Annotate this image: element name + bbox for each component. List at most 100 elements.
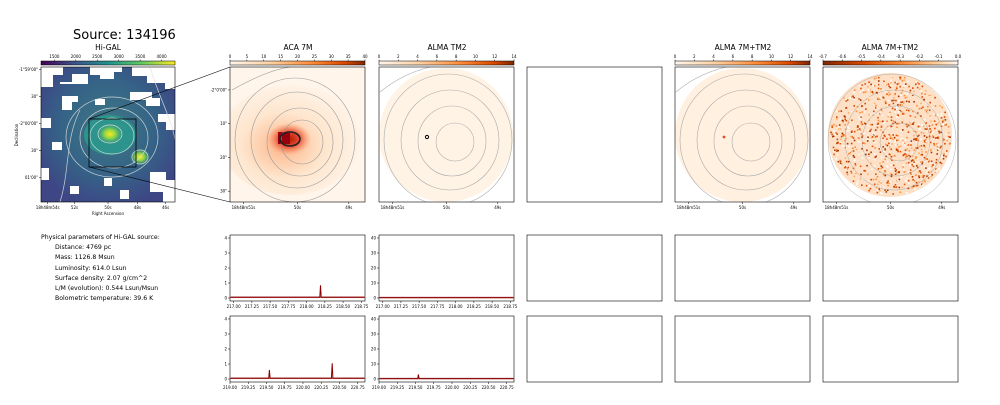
residual-pixel [946, 123, 949, 126]
residual-pixel [926, 136, 928, 139]
aca7m-image [230, 67, 365, 202]
spectrum-y-tick-label: 3 [224, 251, 227, 256]
residual-pixel [934, 105, 937, 107]
residual-pixel [857, 125, 859, 127]
residual-pixel [847, 126, 849, 128]
residual-pixel [918, 123, 920, 126]
residual-pixel [912, 155, 914, 158]
colorbar-tick-label: 0 [674, 54, 677, 59]
residual-pixel [929, 131, 932, 133]
residual-pixel [859, 129, 862, 131]
residual-pixel [889, 153, 892, 156]
residual-pixel [914, 185, 916, 187]
residual-pixel [919, 162, 921, 165]
panel-title-higal: Hi-GAL [95, 43, 121, 52]
residual-pixel [868, 189, 870, 192]
residual-pixel [931, 174, 933, 176]
param-distance: Distance: 4769 pc [55, 244, 112, 252]
residual-pixel [864, 170, 867, 172]
residual-pixel [856, 129, 859, 131]
spectrum-x-tick-label: 217.00 [227, 304, 241, 309]
residual-pixel [846, 142, 849, 145]
residual-pixel [923, 165, 926, 168]
residual-pixel [866, 99, 868, 101]
residual-pixel [884, 149, 887, 151]
residual-pixel [868, 113, 870, 116]
colorbar-tick-label: 2 [693, 54, 696, 59]
residual-pixel [836, 138, 839, 141]
spectrum-x-tick-label: 219.00 [223, 385, 237, 390]
residual-pixel [917, 123, 920, 125]
empty-panel-mid-1 [526, 234, 663, 302]
residual-pixel [890, 156, 893, 158]
residual-pixel [836, 133, 838, 135]
spectrum-line [230, 285, 365, 298]
residual-pixel [910, 160, 913, 162]
residual-pixel [850, 142, 853, 145]
residual-pixel [915, 83, 917, 86]
spectrum-x-tick-label: 220.25 [463, 385, 477, 390]
residual-pixel [901, 89, 904, 92]
residual-pixel [910, 140, 913, 142]
ra-tick-label: 49s [938, 205, 945, 210]
spectrum-y-tick-label: 1 [224, 362, 227, 367]
residual-pixel [910, 173, 912, 175]
residual-pixel [922, 125, 925, 128]
residual-pixel [886, 166, 889, 168]
residual-pixel [853, 91, 855, 94]
residual-pixel [854, 146, 856, 148]
residual-pixel [871, 168, 873, 171]
residual-pixel [900, 176, 903, 178]
residual-pixel [891, 99, 893, 102]
residual-pixel [855, 148, 858, 151]
colorbar-tick-label: 12 [788, 54, 794, 59]
spectrum-y-tick-label: 0 [224, 296, 227, 301]
residual-pixel [888, 91, 890, 94]
residual-pixel [866, 140, 869, 142]
residual-pixel [893, 93, 896, 96]
residual-pixel [912, 178, 914, 181]
residual-pixel [880, 121, 883, 123]
residual-pixel [851, 96, 853, 98]
residual-pixel [929, 115, 932, 117]
dec-tick-label: -2°0'00" [210, 87, 227, 92]
residual-pixel [884, 83, 887, 86]
colorbar-tick-label: 30 [329, 54, 335, 59]
colorbar-tick-label: 0 [378, 54, 381, 59]
residual-pixel [888, 182, 890, 184]
spectrum-y-tick-label: 0 [373, 296, 376, 301]
spectrum-frame-aca-upper [229, 234, 366, 302]
residual-pixel [867, 180, 870, 182]
residual-pixel [938, 130, 940, 133]
residual-pixel [933, 114, 935, 117]
residual-pixel [900, 94, 902, 96]
residual-pixel [848, 145, 850, 148]
residual-pixel [931, 135, 934, 137]
residual-pixel [832, 146, 835, 149]
residual-pixel [855, 172, 857, 175]
residual-pixel [892, 102, 895, 105]
residual-pixel [870, 91, 872, 93]
residual-pixel [856, 126, 858, 128]
residual-pixel [868, 153, 870, 155]
residual-pixel [842, 134, 845, 136]
residual-pixel [927, 171, 930, 173]
param-mass: Mass: 1126.8 Msun [55, 254, 115, 262]
residual-pixel [904, 171, 907, 173]
residual-pixel [880, 167, 882, 170]
residual-pixel [923, 140, 926, 142]
residual-pixel [883, 122, 885, 124]
residual-pixel [898, 178, 901, 181]
residual-pixel [927, 170, 929, 172]
residual-pixel [914, 138, 916, 140]
residual-pixel [884, 171, 887, 173]
residual-pixel [887, 126, 889, 129]
residual-pixel [895, 169, 897, 171]
residual-pixel [930, 170, 933, 173]
residual-pixel [903, 92, 906, 95]
residual-pixel [904, 149, 907, 151]
spectrum-frame-aca-lower [229, 315, 366, 383]
residual-pixel [852, 146, 854, 148]
residual-pixel [896, 179, 899, 181]
